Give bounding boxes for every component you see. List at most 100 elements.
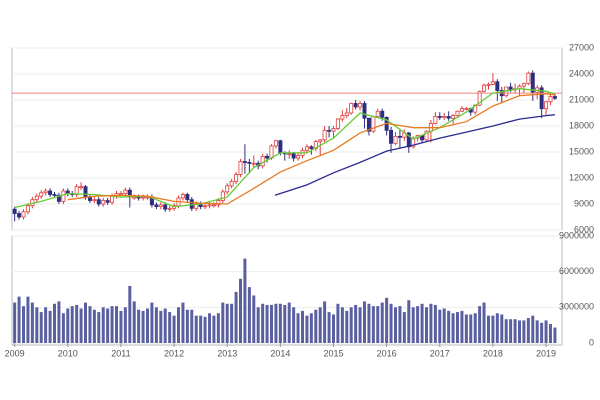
volume-bar xyxy=(199,315,203,343)
candle-body xyxy=(411,137,416,148)
candle-body xyxy=(273,140,278,147)
volume-bar xyxy=(309,313,313,343)
volume-bar xyxy=(203,316,207,343)
volume-bar xyxy=(269,304,273,343)
volume-bar xyxy=(398,306,402,343)
candle-body xyxy=(309,146,314,149)
y-tick-label: 9000 xyxy=(574,198,594,208)
candle-body xyxy=(167,207,172,210)
volume-bar xyxy=(371,306,375,343)
candle-body xyxy=(220,191,225,201)
volume-bar xyxy=(442,308,446,343)
candle-body xyxy=(539,87,544,110)
volume-bar xyxy=(97,312,101,343)
candle-body xyxy=(344,112,349,116)
volume-bar xyxy=(548,323,552,343)
volume-bar xyxy=(92,309,96,343)
candle-body xyxy=(335,118,340,129)
volume-bar xyxy=(287,302,291,343)
candle-body xyxy=(185,194,190,201)
volume-bar xyxy=(150,302,154,343)
volume-bar xyxy=(79,308,83,343)
volume-bar xyxy=(323,301,327,343)
candle-body xyxy=(375,110,380,117)
candle-body xyxy=(25,205,30,213)
candle-body xyxy=(296,155,301,159)
volume-bar xyxy=(115,306,119,343)
x-tick-label: 2019 xyxy=(536,348,556,358)
volume-bar xyxy=(535,320,539,343)
volume-bar xyxy=(163,308,167,343)
volume-bar xyxy=(123,307,127,343)
volume-bar xyxy=(487,315,491,343)
volume-bar xyxy=(44,307,48,343)
volume-bar xyxy=(168,312,172,343)
candle-body xyxy=(389,129,394,144)
volume-bar xyxy=(438,309,442,343)
volume-bar xyxy=(420,303,424,343)
candle-body xyxy=(526,72,531,84)
candle-body xyxy=(136,196,141,199)
volume-bar xyxy=(256,307,260,343)
volume-bar xyxy=(429,303,433,343)
volume-bar xyxy=(522,320,526,343)
volume-bar xyxy=(208,313,212,343)
candle-body xyxy=(234,174,239,182)
volume-bar xyxy=(394,307,398,343)
volume-bar xyxy=(265,304,269,343)
candle-body xyxy=(340,115,345,120)
volume-bar xyxy=(376,306,380,343)
candle-body xyxy=(433,116,438,124)
candle-body xyxy=(548,96,553,103)
candle-body xyxy=(21,211,26,218)
volume-bar xyxy=(274,303,278,343)
candle-body xyxy=(291,153,296,159)
volume-bar xyxy=(239,278,243,343)
y-tick-label: 6000000 xyxy=(559,266,594,276)
candle-body xyxy=(265,155,270,159)
volume-bar xyxy=(305,315,309,343)
candle-body xyxy=(56,194,61,202)
candle-body xyxy=(118,193,123,196)
volume-bar xyxy=(331,314,335,343)
volume-bar xyxy=(495,313,499,343)
candle-body xyxy=(207,204,212,207)
candle-body xyxy=(508,86,513,90)
candle-body xyxy=(110,195,115,203)
volume-bar xyxy=(57,301,61,343)
candle-body xyxy=(451,115,456,119)
volume-bar xyxy=(119,310,123,343)
volume-bar xyxy=(234,291,238,343)
candle-body xyxy=(530,72,535,93)
volume-bar xyxy=(181,302,185,343)
x-tick-label: 2013 xyxy=(217,348,237,358)
candle-body xyxy=(189,199,194,209)
volume-bar xyxy=(141,310,145,343)
volume-bar xyxy=(106,308,110,343)
volume-bar xyxy=(110,306,114,343)
volume-bar xyxy=(39,312,43,343)
volume-bar xyxy=(531,315,535,343)
candle-body xyxy=(287,153,292,156)
y-tick-label: 9000000 xyxy=(559,230,594,240)
volume-bar xyxy=(247,287,251,343)
volume-bar xyxy=(225,303,229,343)
volume-bar xyxy=(132,301,136,343)
y-tick-label: 15000 xyxy=(569,146,594,156)
volume-bar xyxy=(491,315,495,343)
volume-bar xyxy=(424,307,428,343)
volume-bar xyxy=(159,310,163,343)
volume-bar xyxy=(433,304,437,343)
volume-bar xyxy=(88,306,92,343)
volume-bar xyxy=(318,307,322,343)
volume-bar xyxy=(185,309,189,343)
candle-body xyxy=(96,199,101,205)
candle-body xyxy=(203,205,208,208)
candle-body xyxy=(247,161,252,164)
volume-bar xyxy=(473,313,477,343)
volume-bar xyxy=(53,303,57,343)
volume-bar xyxy=(362,301,366,343)
volume-bar xyxy=(314,309,318,343)
volume-bar xyxy=(451,313,455,343)
